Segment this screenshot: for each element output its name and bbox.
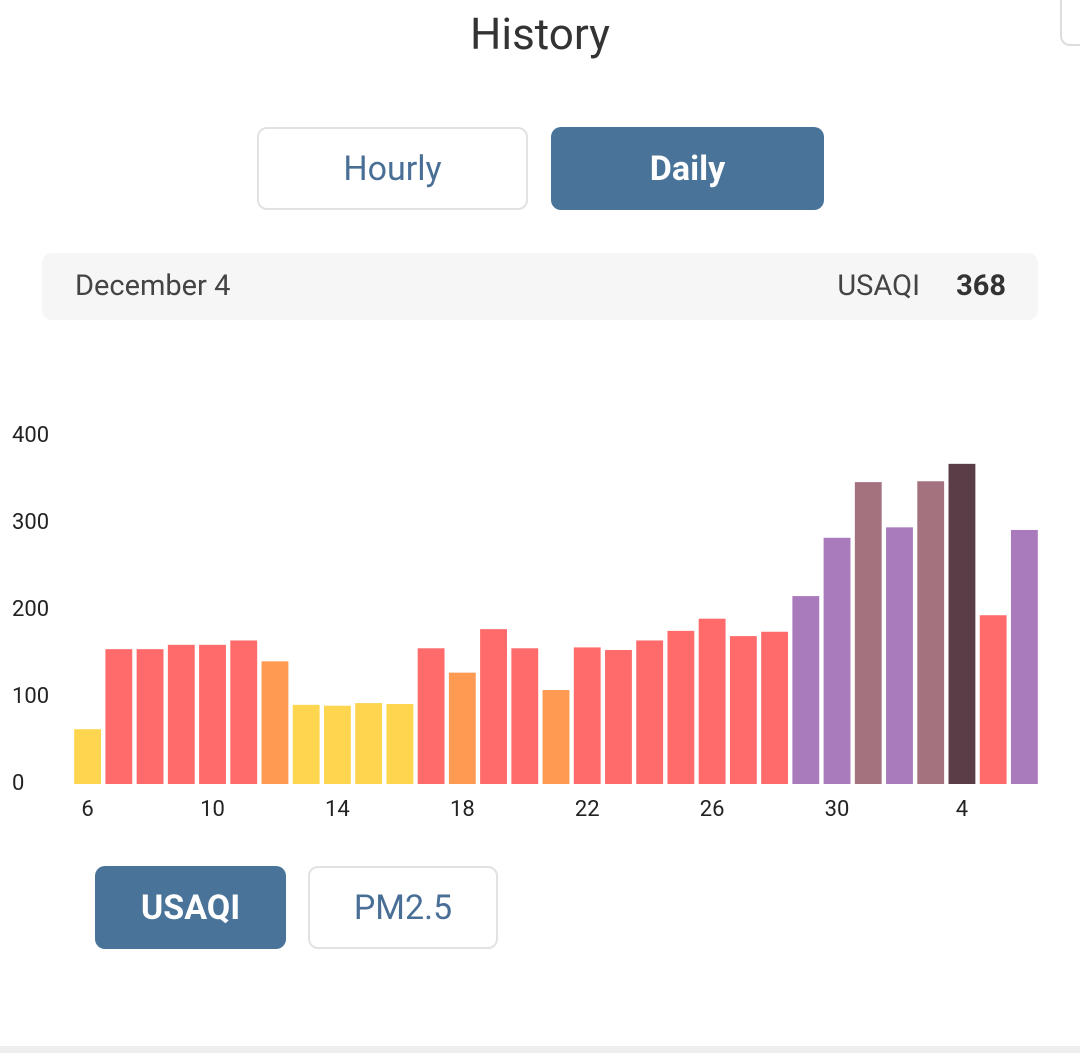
bar: [698, 618, 726, 784]
bar: [480, 629, 507, 784]
bar: [792, 596, 820, 784]
hourly-tab[interactable]: Hourly: [257, 127, 528, 210]
selected-metric: USAQI: [837, 269, 920, 303]
bar: [886, 527, 913, 784]
selected-value: 368: [956, 269, 1006, 303]
selection-box: December 4 USAQI 368: [42, 253, 1038, 320]
bar: [292, 704, 320, 784]
usaqi-tab[interactable]: USAQI: [95, 866, 286, 949]
bar: [948, 463, 976, 784]
bar: [573, 647, 601, 784]
bar: [979, 615, 1007, 784]
bar: [605, 650, 632, 784]
y-tick-label: 100: [12, 684, 49, 709]
x-tick-label: 22: [575, 797, 600, 822]
x-tick-label: 18: [450, 797, 475, 822]
bar: [823, 537, 851, 784]
bar: [136, 649, 164, 784]
y-tick-label: 0: [12, 771, 24, 796]
x-tick-label: 26: [700, 797, 725, 822]
bar: [323, 705, 351, 784]
corner-widget: [1060, 0, 1080, 46]
x-tick-label: 4: [956, 797, 968, 822]
selected-date: December 4: [75, 269, 231, 303]
bar: [261, 661, 289, 784]
y-tick-label: 300: [12, 510, 49, 535]
bar: [854, 482, 882, 784]
bar: [542, 690, 570, 784]
bar: [761, 631, 789, 784]
bar: [74, 729, 102, 784]
x-tick-label: 6: [81, 797, 93, 822]
bar: [448, 672, 476, 784]
bar: [199, 644, 226, 784]
bar: [355, 703, 383, 784]
daily-tab[interactable]: Daily: [551, 127, 824, 210]
bar: [417, 648, 445, 784]
pm25-tab[interactable]: PM2.5: [308, 866, 498, 949]
bar: [1010, 529, 1038, 784]
bar: [386, 703, 414, 784]
x-tick-label: 14: [325, 797, 350, 822]
page-title: History: [470, 8, 610, 60]
y-tick-label: 400: [12, 423, 49, 448]
bar: [667, 630, 695, 784]
y-tick-label: 200: [12, 597, 49, 622]
bar: [636, 640, 664, 784]
bar: [917, 481, 945, 784]
bar: [511, 648, 539, 784]
bar: [105, 649, 133, 784]
bar: [230, 640, 258, 784]
bar: [167, 644, 195, 784]
x-tick-label: 30: [825, 797, 850, 822]
x-tick-label: 10: [200, 797, 225, 822]
chart: 0 100 200 300 400 6 10 14 18 22 26 30 4: [12, 423, 1038, 822]
bar: [729, 636, 757, 784]
bottom-strip: [0, 1046, 1080, 1053]
